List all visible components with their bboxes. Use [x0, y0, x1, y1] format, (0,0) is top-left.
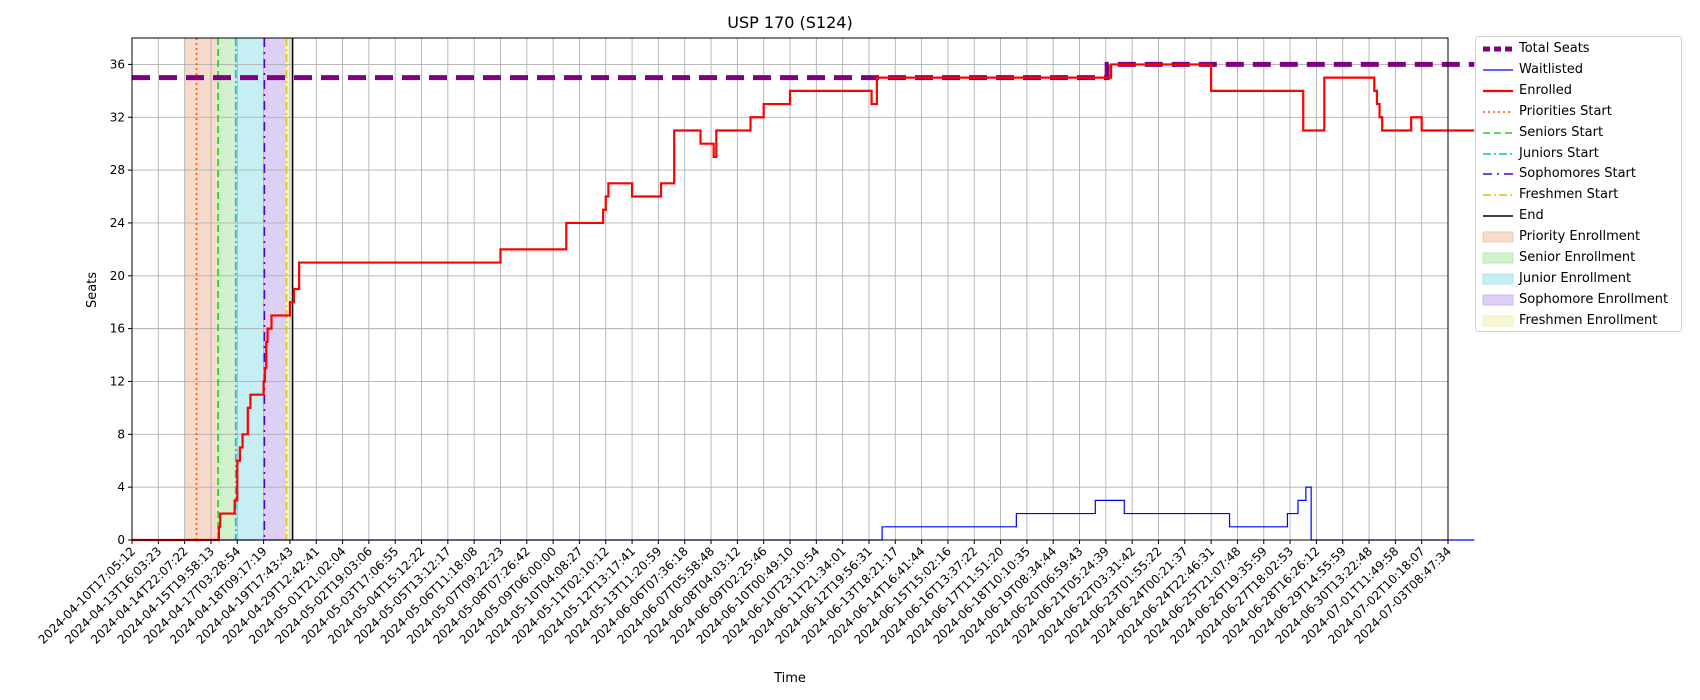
legend-swatch	[1483, 110, 1513, 113]
phase-band-2	[234, 38, 264, 540]
legend-swatch	[1483, 46, 1513, 52]
legend-swatch	[1482, 294, 1514, 306]
legend-entry: Senior Enrollment	[1476, 249, 1681, 269]
legend-label: End	[1519, 208, 1544, 224]
legend-entry: End	[1476, 207, 1681, 227]
phase-band-1	[216, 38, 235, 540]
legend-label: Sophomore Enrollment	[1519, 291, 1669, 307]
x-axis-label: Time	[773, 671, 806, 686]
legend-swatch	[1482, 252, 1514, 264]
legend-entry: Sophomore Enrollment	[1476, 291, 1681, 311]
legend-swatch	[1483, 194, 1513, 196]
y-tick-label: 32	[110, 110, 125, 124]
chart-legend: Total Seats Waitlisted Enrolled Priorities …	[1475, 36, 1682, 332]
legend-swatch	[1483, 173, 1513, 176]
y-tick-label: 12	[110, 374, 125, 388]
legend-swatch	[1483, 215, 1513, 217]
legend-label: Seniors Start	[1519, 124, 1604, 140]
y-tick-label: 20	[110, 269, 125, 283]
legend-swatch	[1483, 69, 1513, 71]
legend-entry: Total Seats	[1476, 40, 1681, 60]
y-tick-label: 16	[110, 322, 125, 336]
phase-band-4	[285, 38, 290, 540]
legend-entry: Priority Enrollment	[1476, 228, 1681, 248]
y-tick-label: 4	[117, 480, 125, 494]
y-tick-label: 0	[117, 533, 125, 547]
legend-label: Freshmen Enrollment	[1519, 312, 1658, 328]
legend-label: Priorities Start	[1519, 103, 1612, 119]
legend-entry: Seniors Start	[1476, 124, 1681, 144]
series-line-1	[132, 486, 1475, 541]
legend-entry: Freshmen Start	[1476, 186, 1681, 206]
chart-title: USP 170 (S124)	[727, 13, 852, 32]
y-tick-label: 28	[110, 163, 125, 177]
legend-swatch	[1483, 152, 1513, 155]
phase-band-3	[263, 38, 286, 540]
y-tick-label: 24	[110, 216, 125, 230]
legend-label: Juniors Start	[1519, 145, 1599, 161]
legend-swatch	[1483, 89, 1513, 92]
x-axis-ticks: 2024-04-10T17:05:122024-04-13T16:03:2320…	[36, 540, 1454, 647]
legend-entry: Freshmen Enrollment	[1476, 312, 1681, 332]
y-axis-label: Seats	[85, 272, 100, 308]
legend-swatch	[1482, 315, 1514, 327]
legend-swatch	[1483, 131, 1513, 134]
legend-entry: Priorities Start	[1476, 103, 1681, 123]
legend-swatch	[1482, 231, 1514, 243]
y-axis-ticks: 0 4 8 12 16 20 24 28 32 36	[110, 57, 132, 547]
phase-band-0	[184, 38, 217, 540]
legend-entry: Waitlisted	[1476, 61, 1681, 81]
y-tick-label: 8	[117, 427, 125, 441]
series-line-2	[132, 63, 1475, 542]
data-series	[132, 61, 1475, 542]
legend-label: Junior Enrollment	[1519, 270, 1632, 286]
y-tick-label: 36	[110, 57, 125, 71]
legend-swatch	[1482, 273, 1514, 285]
legend-entry: Enrolled	[1476, 82, 1681, 102]
legend-label: Waitlisted	[1519, 61, 1584, 77]
legend-label: Sophomores Start	[1519, 166, 1636, 182]
legend-entry: Sophomores Start	[1476, 165, 1681, 185]
legend-label: Senior Enrollment	[1519, 250, 1636, 265]
legend-label: Enrolled	[1519, 82, 1572, 98]
legend-label: Priority Enrollment	[1519, 229, 1641, 245]
legend-entry: Juniors Start	[1476, 145, 1681, 165]
legend-label: Freshmen Start	[1519, 187, 1619, 203]
legend-label: Total Seats	[1519, 41, 1590, 56]
phase-markers	[195, 38, 294, 540]
legend-entry: Junior Enrollment	[1476, 270, 1681, 290]
